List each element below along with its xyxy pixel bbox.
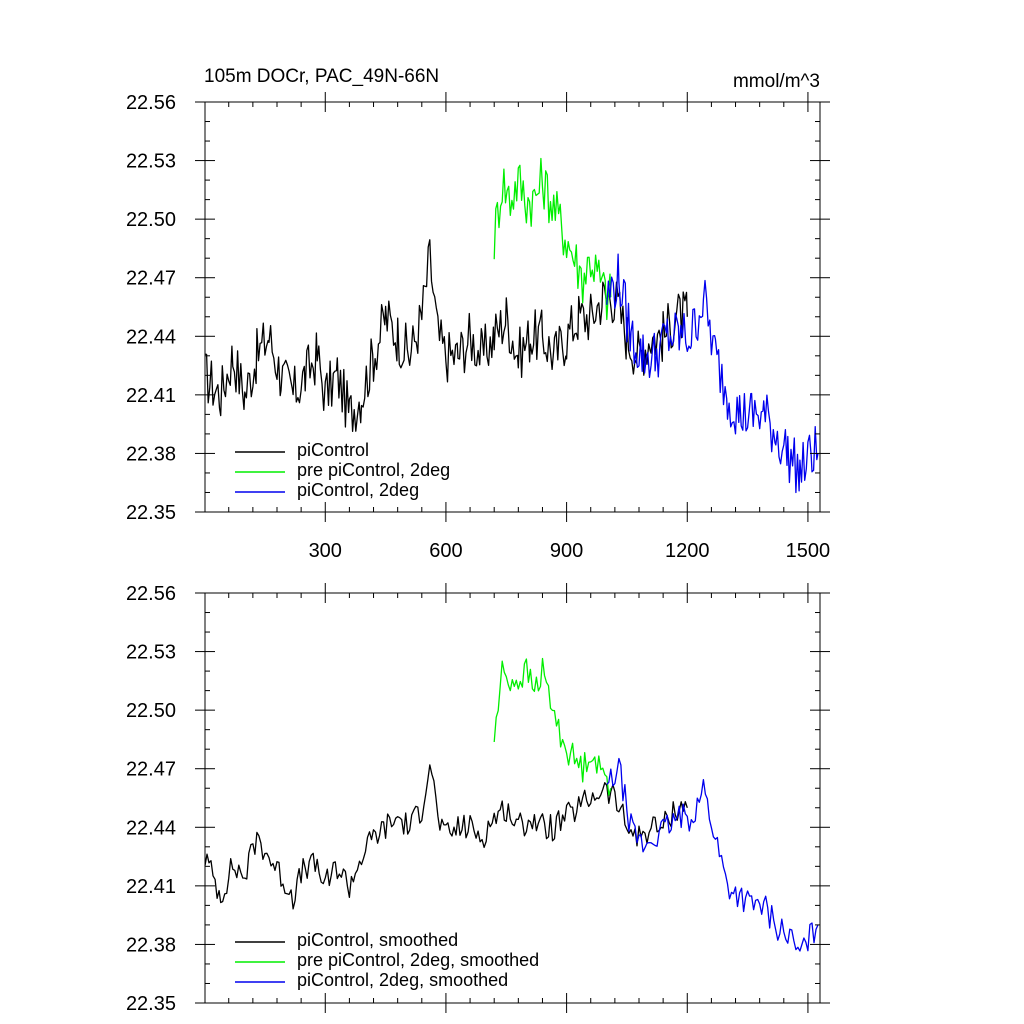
series-line-black (204, 764, 688, 910)
y-tick-label: 22.35 (126, 993, 176, 1015)
y-tick-label: 22.56 (126, 92, 176, 114)
plot-frame (204, 101, 821, 513)
y-tick-label: 22.50 (126, 700, 176, 722)
y-tick-label: 22.47 (126, 268, 176, 290)
x-tick-label: 600 (429, 540, 462, 562)
x-tick-label: 300 (309, 540, 342, 562)
y-tick-label: 22.38 (126, 443, 176, 465)
legend-label: piControl (297, 440, 369, 460)
legend-label: piControl, 2deg (297, 480, 419, 500)
series-line-blue (606, 757, 819, 952)
x-tick-label: 1200 (665, 540, 710, 562)
units-label: mmol/m^3 (733, 71, 820, 92)
y-tick-label: 22.50 (126, 209, 176, 231)
series-line-black (204, 239, 688, 432)
legend-label: piControl, 2deg, smoothed (297, 970, 508, 990)
y-tick-label: 22.47 (126, 759, 176, 781)
plot-frame (204, 592, 821, 1004)
panel-smoothed: 22.35 22.38 22.41 22.44 22.47 22.50 22.53 22.56… (126, 583, 830, 1015)
y-tick-label: 22.41 (126, 385, 176, 407)
series-line-blue (606, 253, 819, 494)
panel-raw: 22.35 22.38 22.41 22.44 22.47 22.50 22.53 22.56… (126, 92, 830, 562)
y-tick-label: 22.53 (126, 642, 176, 664)
y-tick-label: 22.44 (126, 326, 176, 348)
y-tick-label: 22.44 (126, 817, 176, 839)
y-tick-label: 22.53 (126, 151, 176, 173)
y-tick-label: 22.38 (126, 934, 176, 956)
x-tick-label: 900 (550, 540, 583, 562)
legend-label: pre piControl, 2deg, smoothed (297, 950, 539, 970)
chart-title: 105m DOCr, PAC_49N-66N (204, 66, 439, 87)
series-line-green (493, 657, 612, 796)
legend-label: piControl, smoothed (297, 930, 458, 950)
series-line-green (493, 157, 612, 321)
y-tick-label: 22.41 (126, 876, 176, 898)
y-tick-label: 22.56 (126, 583, 176, 605)
x-tick-label: 1500 (786, 540, 831, 562)
legend-label: pre piControl, 2deg (297, 460, 450, 480)
y-tick-label: 22.35 (126, 502, 176, 524)
